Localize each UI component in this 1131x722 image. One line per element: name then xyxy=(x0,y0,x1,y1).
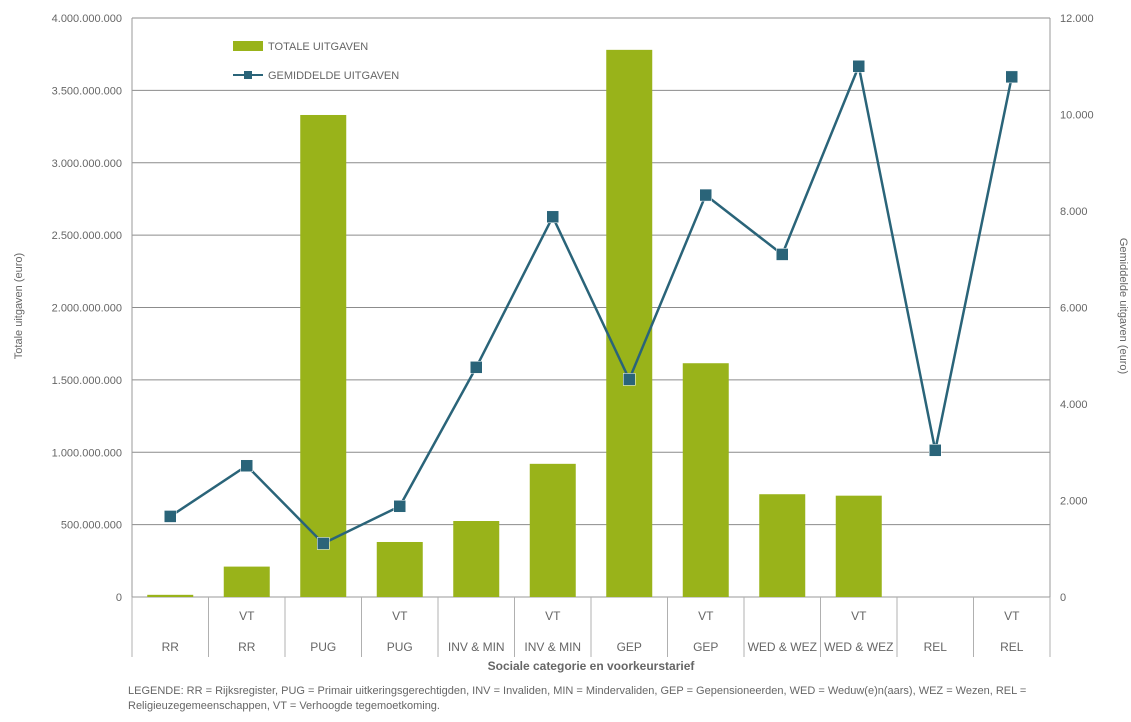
category-label: WED & WEZ xyxy=(748,640,817,654)
left-axis-ticks: 0 500.000.000 1.000.000.000 1.500.000.000 2.… xyxy=(52,13,122,604)
legend: TOTALE UITGAVEN GEMIDDELDE UITGAVEN xyxy=(233,41,399,82)
legend-note: LEGENDE: RR = Rijksregister, PUG = Prima… xyxy=(128,685,1027,712)
category-label-vt: VT xyxy=(1004,609,1020,623)
category-label: REL xyxy=(924,640,948,654)
data-point xyxy=(546,210,559,224)
gridlines xyxy=(132,17,1050,598)
category-label: PUG xyxy=(310,640,336,654)
x-axis-title: Sociale categorie en voorkeurstarief xyxy=(488,659,696,673)
tick-label-right: 2.000 xyxy=(1060,496,1088,508)
tick-label-left: 3.000.000.000 xyxy=(52,158,122,170)
data-point xyxy=(1005,70,1018,84)
data-point xyxy=(393,500,406,513)
category-label-vt: VT xyxy=(392,609,408,623)
data-point xyxy=(164,510,177,523)
data-point xyxy=(776,248,789,261)
axes xyxy=(131,18,1051,657)
bar xyxy=(835,495,882,597)
category-label: INV & MIN xyxy=(524,640,581,654)
bar xyxy=(606,49,653,598)
bar xyxy=(223,566,270,597)
tick-label-left: 2.500.000.000 xyxy=(52,230,122,242)
category-label: GEP xyxy=(693,640,718,654)
chart: 0 500.000.000 1.000.000.000 1.500.000.000 2.… xyxy=(13,13,1129,673)
series-line xyxy=(169,61,1013,545)
tick-label-left: 4.000.000.000 xyxy=(52,13,122,25)
tick-label-left: 3.500.000.000 xyxy=(52,85,122,97)
tick-label-right: 8.000 xyxy=(1060,206,1088,218)
tick-label-left: 500.000.000 xyxy=(61,520,122,532)
bar xyxy=(682,363,729,597)
category-label: WED & WEZ xyxy=(824,640,893,654)
data-point xyxy=(852,60,865,73)
category-label: REL xyxy=(1000,640,1024,654)
tick-label-right: 0 xyxy=(1060,592,1066,604)
category-label-vt: VT xyxy=(851,609,867,623)
bar xyxy=(376,541,423,597)
bar xyxy=(300,114,347,598)
tick-label-right: 10.000 xyxy=(1060,110,1094,122)
category-label-vt: VT xyxy=(698,609,714,623)
bar-series xyxy=(147,49,882,598)
bar xyxy=(529,463,576,597)
category-label-vt: VT xyxy=(239,609,255,623)
data-point xyxy=(929,444,942,457)
tick-label-left: 1.000.000.000 xyxy=(52,447,122,459)
tick-label-left: 1.500.000.000 xyxy=(52,375,122,387)
right-axis-ticks: 0 2.000 4.000 6.000 8.000 10.000 12.000 xyxy=(1060,13,1094,604)
tick-label-left: 0 xyxy=(116,592,122,604)
category-label: RR xyxy=(238,640,256,654)
line-series xyxy=(164,60,1018,550)
category-label: PUG xyxy=(387,640,413,654)
data-point xyxy=(623,373,636,386)
category-labels: RR VT RR PUG VT PUG INV & MIN VT INV & MIN GEP VT G… xyxy=(162,609,1024,654)
legend-label-gemiddelde: GEMIDDELDE UITGAVEN xyxy=(268,70,399,82)
category-label: INV & MIN xyxy=(448,640,505,654)
legend-swatch-bar xyxy=(233,41,263,51)
bar xyxy=(147,594,194,597)
legend-swatch-marker xyxy=(244,71,252,79)
category-label: RR xyxy=(162,640,180,654)
tick-label-left: 2.000.000.000 xyxy=(52,303,122,315)
y-axis-left-title: Totale uitgaven (euro) xyxy=(13,253,25,359)
tick-label-right: 12.000 xyxy=(1060,13,1094,25)
tick-label-right: 4.000 xyxy=(1060,399,1088,411)
data-point xyxy=(317,537,330,550)
y-axis-right-title: Gemiddelde uitgaven (euro) xyxy=(1117,238,1129,374)
data-point xyxy=(470,361,483,374)
tick-label-right: 6.000 xyxy=(1060,303,1088,315)
bar xyxy=(759,494,806,597)
data-point xyxy=(699,188,712,202)
bar xyxy=(453,521,500,597)
data-point xyxy=(240,459,253,473)
legend-label-totale: TOTALE UITGAVEN xyxy=(268,41,368,53)
category-label-vt: VT xyxy=(545,609,561,623)
category-label: GEP xyxy=(617,640,642,654)
